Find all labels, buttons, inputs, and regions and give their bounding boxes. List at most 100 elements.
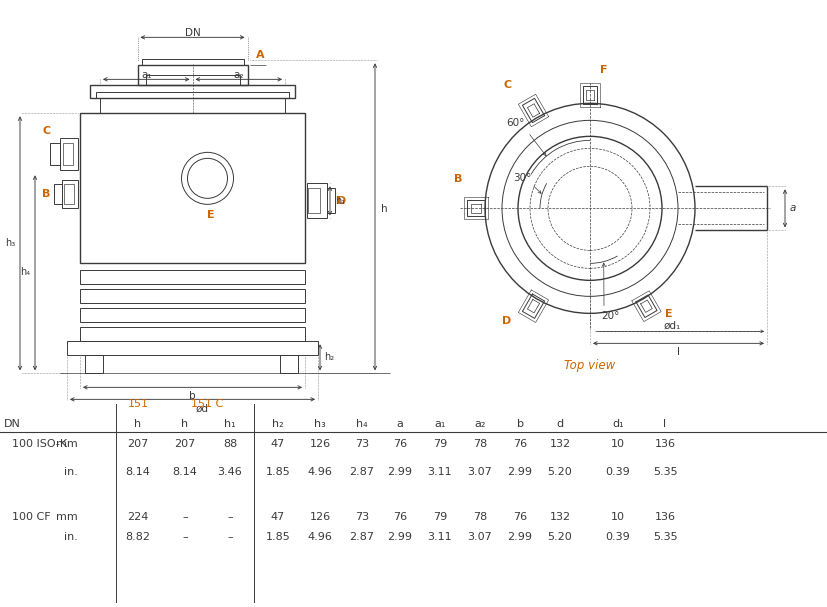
Text: 132: 132	[549, 512, 571, 522]
Text: 30°: 30°	[513, 174, 531, 183]
Bar	[146, 75, 240, 86]
Text: h: h	[381, 205, 388, 214]
Text: 126: 126	[309, 512, 331, 522]
Text: 8.82: 8.82	[126, 532, 151, 542]
Bar	[80, 114, 305, 263]
Text: –: –	[227, 532, 233, 542]
Text: –: –	[182, 532, 188, 542]
Text: E: E	[665, 309, 672, 319]
Bar	[327, 188, 335, 213]
Text: 79: 79	[433, 512, 447, 522]
Bar	[80, 270, 305, 284]
Text: 207: 207	[127, 439, 149, 449]
Text: 132: 132	[549, 439, 571, 449]
Text: h: h	[135, 419, 141, 429]
Text: in.: in.	[65, 467, 78, 476]
Text: 100 ISO-K: 100 ISO-K	[12, 439, 67, 449]
Text: 47: 47	[271, 439, 285, 449]
Text: C: C	[504, 81, 512, 90]
Text: h₃: h₃	[314, 419, 326, 429]
Bar	[50, 143, 60, 165]
Text: 0.39: 0.39	[605, 467, 630, 476]
Bar	[54, 185, 62, 205]
Text: 5.35: 5.35	[653, 467, 677, 476]
Text: 76: 76	[393, 512, 407, 522]
Text: 8.14: 8.14	[173, 467, 198, 476]
Bar	[137, 66, 247, 86]
Text: ød₁: ød₁	[664, 320, 681, 330]
Text: a₁: a₁	[141, 70, 151, 80]
Text: a: a	[397, 419, 404, 429]
Text: in.: in.	[65, 532, 78, 542]
Text: 1.85: 1.85	[265, 532, 290, 542]
Text: 3.11: 3.11	[428, 467, 452, 476]
Text: 3.07: 3.07	[467, 467, 492, 476]
Bar	[85, 355, 103, 373]
Bar	[63, 143, 73, 165]
Text: h₄: h₄	[20, 267, 30, 277]
Text: a: a	[790, 203, 796, 213]
Text: A: A	[256, 50, 264, 60]
Text: h₄: h₄	[356, 419, 368, 429]
Text: 5.20: 5.20	[547, 467, 572, 476]
Text: h₂: h₂	[272, 419, 284, 429]
Text: 5.20: 5.20	[547, 532, 572, 542]
Text: b: b	[517, 419, 523, 429]
Text: 76: 76	[513, 512, 527, 522]
Text: b: b	[189, 392, 196, 401]
Text: 4.96: 4.96	[308, 532, 332, 542]
Text: 224: 224	[127, 512, 149, 522]
Text: 78: 78	[473, 512, 487, 522]
Text: mm: mm	[56, 439, 78, 449]
Text: 88: 88	[222, 439, 237, 449]
Text: 2.99: 2.99	[508, 532, 533, 542]
Text: E: E	[207, 211, 214, 220]
Text: 8.14: 8.14	[126, 467, 151, 476]
Text: 2.87: 2.87	[350, 532, 375, 542]
Text: 100 CF: 100 CF	[12, 512, 50, 522]
Bar	[67, 341, 318, 355]
Text: 151: 151	[127, 399, 149, 409]
Bar	[80, 308, 305, 322]
Text: 78: 78	[473, 439, 487, 449]
Bar	[80, 290, 305, 304]
Text: D: D	[502, 316, 512, 326]
Bar	[62, 180, 78, 208]
Text: 73: 73	[355, 512, 369, 522]
Text: 73: 73	[355, 439, 369, 449]
Bar	[90, 86, 295, 98]
Bar	[80, 327, 305, 341]
Text: 3.11: 3.11	[428, 532, 452, 542]
Text: 60°: 60°	[506, 118, 524, 128]
Text: B: B	[41, 189, 50, 199]
Text: 151 C: 151 C	[191, 399, 223, 409]
Text: d₁: d₁	[612, 419, 624, 429]
Text: 136: 136	[654, 439, 676, 449]
Text: 207: 207	[174, 439, 196, 449]
Text: h₃: h₃	[5, 239, 15, 248]
Bar	[64, 185, 74, 205]
Text: 136: 136	[654, 512, 676, 522]
Text: h₁: h₁	[224, 419, 236, 429]
Text: 47: 47	[271, 512, 285, 522]
Text: –: –	[182, 512, 188, 522]
Text: h: h	[181, 419, 189, 429]
Text: d: d	[557, 419, 563, 429]
Text: 79: 79	[433, 439, 447, 449]
Text: C: C	[43, 126, 51, 137]
Bar	[141, 59, 243, 66]
Text: 2.99: 2.99	[388, 467, 413, 476]
Text: mm: mm	[56, 512, 78, 522]
Text: 10: 10	[611, 439, 625, 449]
Text: 3.46: 3.46	[218, 467, 242, 476]
Text: 5.35: 5.35	[653, 532, 677, 542]
Text: 1.85: 1.85	[265, 467, 290, 476]
Text: 76: 76	[513, 439, 527, 449]
Text: 0.39: 0.39	[605, 532, 630, 542]
Text: 3.07: 3.07	[467, 532, 492, 542]
Bar	[307, 183, 327, 219]
Text: h₁: h₁	[335, 196, 345, 206]
Text: 10: 10	[611, 512, 625, 522]
Bar	[280, 355, 298, 373]
Text: h₂: h₂	[324, 352, 334, 362]
